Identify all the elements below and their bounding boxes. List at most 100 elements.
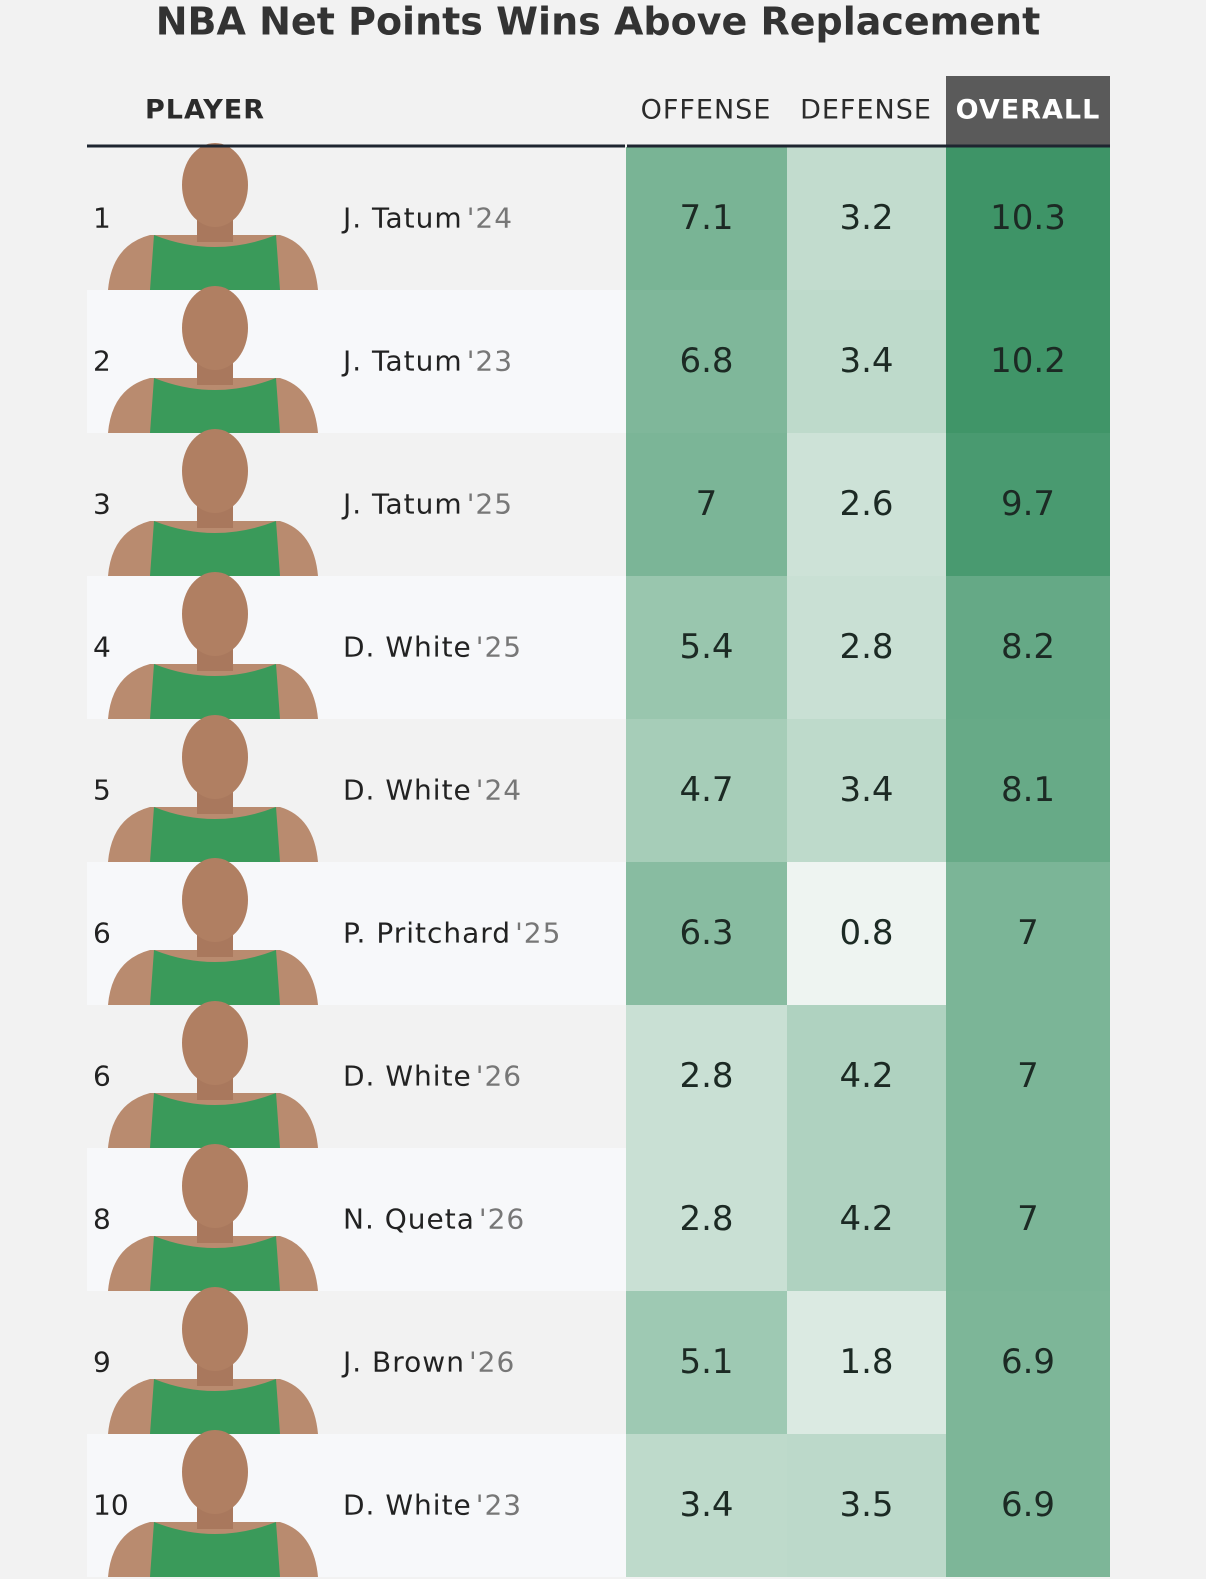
overall-value: 6.9 [1001,1342,1055,1382]
title: NBA Net Points Wins Above Replacement [156,0,1041,44]
offense-value: 2.8 [679,1199,733,1239]
season: '26 [476,1060,522,1093]
rank: 5 [93,774,111,807]
player-name: D. White '24 [343,774,522,807]
rank: 6 [93,917,111,950]
cell-bg [787,1148,946,1291]
jersey-body [150,1379,280,1434]
cell-bg [787,862,946,1005]
cell-bg [626,576,787,719]
rank: 10 [93,1489,129,1522]
table-row: 6 P. Pritchard '25 6.3 0.8 7 [87,858,1110,1005]
head [182,1287,248,1371]
name: J. Tatum [341,345,463,378]
player-photo [108,572,318,719]
rank: 2 [93,345,111,378]
season: '25 [515,917,561,950]
offense-value: 5.4 [679,627,733,667]
cell-bg [626,290,787,433]
player-name: J. Tatum '24 [341,202,513,235]
player-photo [108,143,318,290]
player-photo [108,286,318,433]
cell-bg [946,147,1110,290]
offense-value: 7.1 [679,198,733,238]
cell-bg [946,1005,1110,1148]
offense-value: 7 [696,484,718,524]
table-row: 10 D. White '23 3.4 3.5 6.9 [87,1430,1110,1577]
overall-value: 9.7 [1001,484,1055,524]
head [182,715,248,799]
rank: 3 [93,488,111,521]
season: '24 [467,202,513,235]
cell-bg [626,862,787,1005]
jersey-body [150,1093,280,1148]
season: '24 [476,774,522,807]
defense-value: 3.5 [839,1485,893,1525]
head [182,1430,248,1514]
defense-value: 3.2 [839,198,893,238]
overall-header-bg [946,76,1110,146]
head [182,429,248,513]
offense-value: 3.4 [679,1485,733,1525]
table-row: 6 D. White '26 2.8 4.2 7 [87,1001,1110,1148]
cell-bg [626,719,787,862]
season: '26 [479,1203,525,1236]
head [182,1144,248,1228]
name: J. Brown [341,1346,465,1379]
player-photo [108,1144,318,1291]
cell-bg [626,1291,787,1434]
jersey-body [150,378,280,433]
cell-bg [787,290,946,433]
player-photo [108,1287,318,1434]
player-photo [108,429,318,576]
offense-value: 4.7 [679,770,733,810]
season: '25 [476,631,522,664]
column-header: OFFENSE [641,95,772,126]
table-row: 8 N. Queta '26 2.8 4.2 7 [87,1144,1110,1291]
column-header: OVERALL [956,95,1101,126]
defense-value: 4.2 [839,1056,893,1096]
player-photo [108,1001,318,1148]
head [182,1001,248,1085]
player-name: P. Pritchard '25 [343,917,561,950]
rank: 9 [93,1346,111,1379]
player-photo [108,1430,318,1577]
cell-bg [787,433,946,576]
jersey-body [150,807,280,862]
player-photo [108,715,318,862]
player-name: J. Brown '26 [341,1346,515,1379]
name: D. White [343,1060,472,1093]
season: '23 [476,1489,522,1522]
cell-bg [626,1434,787,1577]
head [182,286,248,370]
overall-value: 10.3 [990,198,1066,238]
offense-value: 2.8 [679,1056,733,1096]
name: P. Pritchard [343,917,511,950]
player-name: J. Tatum '25 [341,488,513,521]
name: D. White [343,1489,472,1522]
cell-bg [946,1434,1110,1577]
head [182,143,248,227]
defense-value: 4.2 [839,1199,893,1239]
overall-value: 7 [1017,1199,1039,1239]
column-header: PLAYER [145,95,265,126]
table-row: 2 J. Tatum '23 6.8 3.4 10.2 [87,286,1110,433]
table-row: 3 J. Tatum '25 7 2.6 9.7 [87,429,1110,576]
defense-value: 0.8 [839,913,893,953]
cell-bg [787,1291,946,1434]
rows: 1 J. Tatum '24 7.1 3.2 10.32 J. Tatum '23 6.8 3.4… [87,143,1110,1577]
cell-bg [787,576,946,719]
overall-value: 10.2 [990,341,1066,381]
cell-bg [626,433,787,576]
season: '25 [467,488,513,521]
cell-bg [787,719,946,862]
cell-bg [946,1291,1110,1434]
cell-bg [946,433,1110,576]
cell-bg [946,862,1110,1005]
defense-value: 2.6 [839,484,893,524]
overall-value: 7 [1017,913,1039,953]
offense-value: 5.1 [679,1342,733,1382]
name: D. White [343,631,472,664]
defense-value: 3.4 [839,341,893,381]
